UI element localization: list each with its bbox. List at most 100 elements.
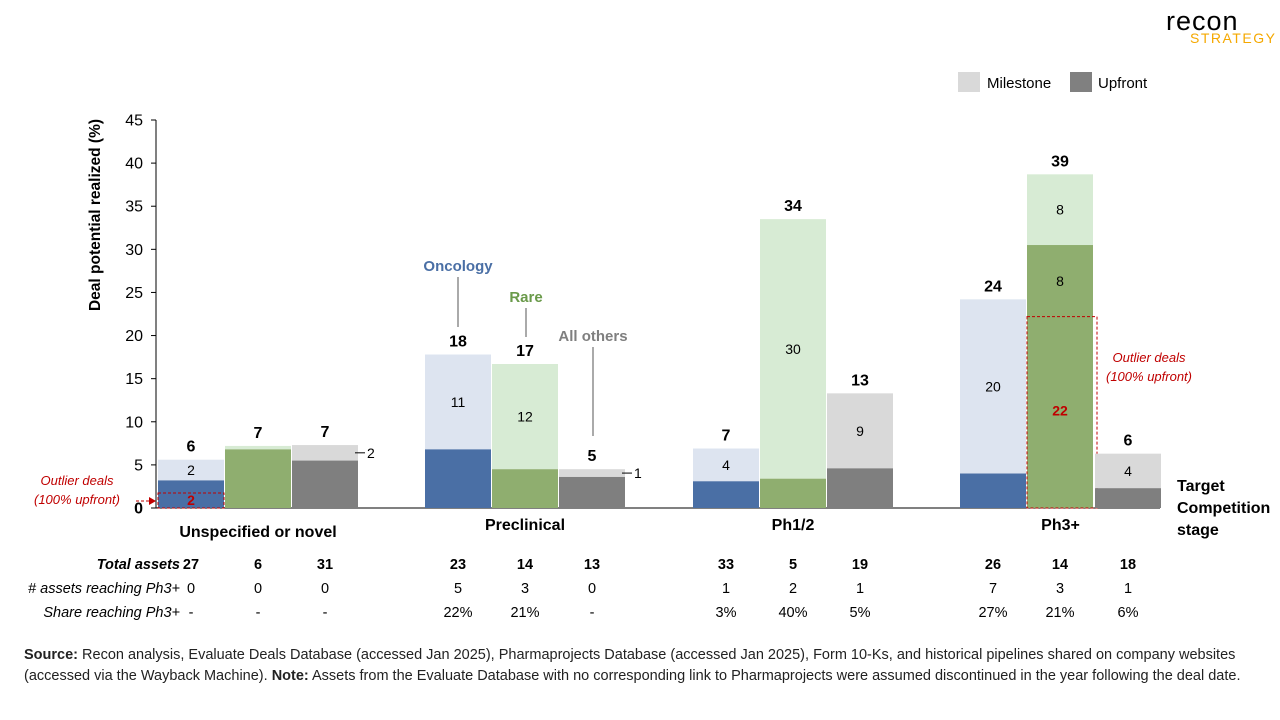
x-category-label: Ph3+: [1041, 517, 1080, 534]
bar-milestone-oncology: [425, 354, 491, 450]
table-cell: 1: [1124, 581, 1132, 597]
bar-milestone-all-others: [292, 445, 358, 461]
outlier-annotation-right-line: (100% upfront): [1106, 369, 1192, 384]
table-cell: 31: [317, 557, 333, 573]
footnote: Source: Recon analysis, Evaluate Deals D…: [24, 645, 1264, 687]
logo-main-text: recon: [1166, 6, 1239, 36]
table-row-label: # assets reaching Ph3+: [28, 581, 180, 597]
bar-upfront-oncology: [425, 449, 491, 508]
bar-upfront-all-others: [1095, 488, 1161, 508]
bar-upfront-oncology: [960, 473, 1026, 508]
table-cell: 18: [1120, 557, 1136, 573]
bar-milestone-label: 4: [722, 457, 730, 473]
table-cell: 22%: [443, 605, 472, 621]
bar-total-label: 34: [784, 198, 802, 215]
x-axis-label: Target Competition stage: [1177, 478, 1270, 539]
bar-upfront-rare: [492, 469, 558, 508]
table-cell: 21%: [1045, 605, 1074, 621]
y-tick-label: 10: [125, 414, 143, 431]
legend-label-milestone: Milestone: [987, 75, 1051, 92]
table-cell: 5: [454, 581, 462, 597]
bar-milestone-label: 12: [517, 409, 533, 425]
y-tick-label: 45: [125, 113, 143, 130]
y-tick-label: 0: [134, 501, 143, 518]
bar-upfront-rare: [1027, 245, 1093, 508]
outlier-annotation-left-line: Outlier deals: [41, 473, 114, 488]
bar-milestone-label: 8: [1056, 202, 1064, 218]
y-tick-label: 15: [125, 371, 143, 388]
x-axis-label-line: Target: [1177, 478, 1225, 495]
table-cell: 40%: [778, 605, 807, 621]
table-cell: 1: [722, 581, 730, 597]
table-cell: 5%: [850, 605, 871, 621]
table-cell: -: [590, 605, 595, 621]
bar-milestone-label: 2: [187, 462, 195, 478]
bar-milestone-oncology: [960, 299, 1026, 474]
bar-total-label: 18: [449, 334, 467, 351]
x-axis-label-line: Competition: [1177, 500, 1270, 517]
bar-milestone-oncology: [158, 459, 224, 481]
bar-upfront-label: 8: [1056, 273, 1064, 289]
table-cell: -: [189, 605, 194, 621]
y-tick-label: 40: [125, 156, 143, 173]
source-text: Recon analysis, Evaluate Deals Database …: [24, 647, 1236, 684]
bar-milestone-label: 1: [634, 465, 642, 481]
table-cell: 3%: [716, 605, 737, 621]
bar-upfront-outlier-label: 22: [1052, 402, 1068, 418]
bar-upfront-all-others: [292, 460, 358, 508]
bar-milestone-label: 9: [856, 423, 864, 439]
table-cell: 13: [584, 557, 600, 573]
table-cell: 6%: [1118, 605, 1139, 621]
y-tick-label: 20: [125, 328, 143, 345]
bar-total-label: 6: [187, 439, 196, 456]
bar-upfront-oncology: [158, 480, 224, 508]
x-axis-label-line: stage: [1177, 522, 1219, 539]
bar-milestone-all-others: [559, 469, 625, 477]
outlier-annotation-left-arrow: [149, 497, 156, 505]
outlier-box: [157, 492, 225, 509]
bar-upfront-all-others: [559, 476, 625, 508]
bar-upfront-rare: [760, 478, 826, 508]
logo-sub-text: STRATEGY: [1190, 30, 1277, 46]
table-cell: 0: [588, 581, 596, 597]
all-others-callout: All others: [558, 328, 627, 345]
table-cell: 2: [789, 581, 797, 597]
table-cell: -: [323, 605, 328, 621]
y-tick-label: 25: [125, 285, 143, 302]
outlier-annotation-right: Outlier deals (100% upfront): [1106, 350, 1192, 384]
table-cell: 23: [450, 557, 466, 573]
table-cell: 3: [1056, 581, 1064, 597]
bar-milestone-rare: [1027, 174, 1093, 246]
bar-milestone-rare: [760, 219, 826, 479]
bar-total-label: 17: [516, 343, 534, 360]
table-cell: 26: [985, 557, 1001, 573]
recon-strategy-logo: recon STRATEGY: [1166, 6, 1277, 46]
outlier-annotation-left-line: (100% upfront): [34, 492, 120, 507]
legend-swatch-milestone: [958, 72, 980, 92]
bar-upfront-all-others: [827, 468, 893, 508]
table-cell: 0: [254, 581, 262, 597]
bar-milestone-label: 30: [785, 341, 801, 357]
bar-milestone-all-others: [1095, 453, 1161, 489]
table-cell: 21%: [510, 605, 539, 621]
y-axis-label: Deal potential realized (%): [87, 119, 104, 311]
source-label: Source:: [24, 647, 78, 663]
table-cell: 33: [718, 557, 734, 573]
bar-total-label: 13: [851, 372, 869, 389]
table-cell: 14: [517, 557, 533, 573]
table-row-label: Share reaching Ph3+: [43, 605, 180, 621]
note-text: Assets from the Evaluate Database with n…: [308, 668, 1241, 684]
legend-label-upfront: Upfront: [1098, 75, 1148, 92]
table-cell: 7: [989, 581, 997, 597]
bar-total-label: 24: [984, 278, 1002, 295]
table-cell: -: [256, 605, 261, 621]
table-cell: 6: [254, 557, 262, 573]
note-label: Note:: [271, 668, 309, 684]
legend-swatch-upfront: [1070, 72, 1092, 92]
outlier-annotation-left: Outlier deals (100% upfront): [34, 473, 120, 507]
table-cell: 3: [521, 581, 529, 597]
table-cell: 0: [187, 581, 195, 597]
table-cell: 5: [789, 557, 797, 573]
y-tick-label: 30: [125, 242, 143, 259]
